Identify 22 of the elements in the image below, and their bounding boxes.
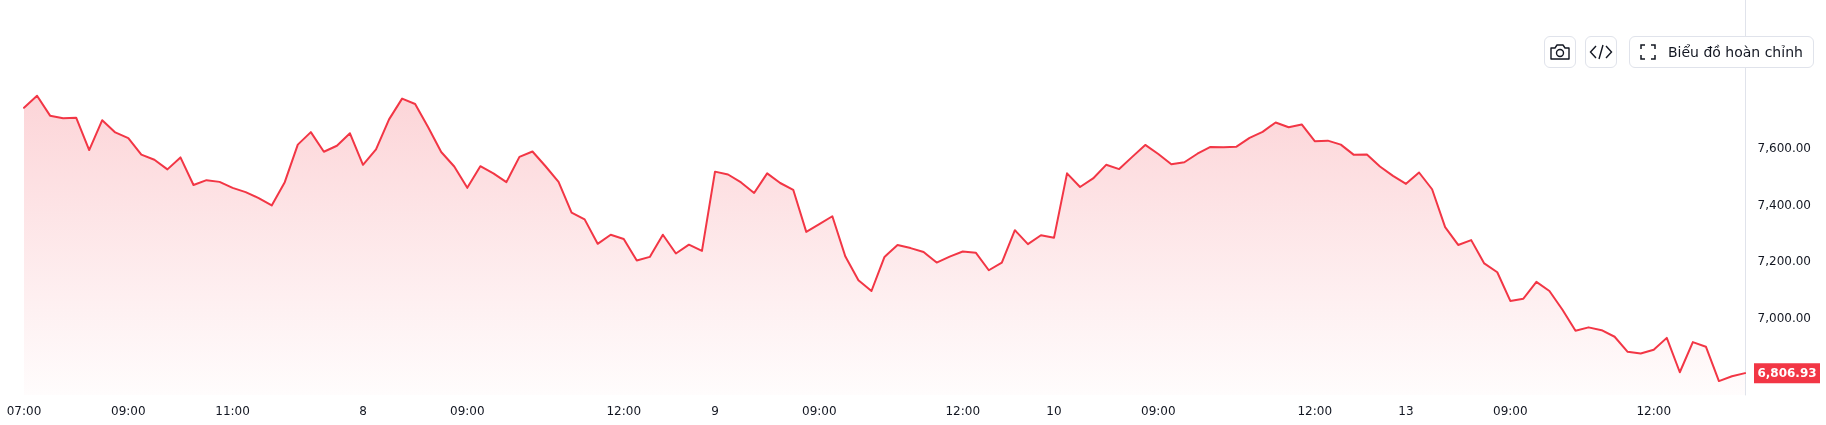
x-tick-label: 09:00 (111, 404, 146, 418)
x-tick-label: 9 (711, 404, 719, 418)
x-tick-label: 09:00 (1493, 404, 1528, 418)
x-tick-label: 09:00 (1141, 404, 1176, 418)
y-tick-label: 7,600.00 (1757, 140, 1811, 155)
x-tick-label: 09:00 (802, 404, 837, 418)
x-tick-label: 12:00 (606, 404, 642, 418)
x-tick-label: 10 (1046, 404, 1062, 418)
x-tick-label: 09:00 (449, 404, 485, 418)
text: 6,806.93 (1757, 366, 1817, 381)
x-tick-label: 13 (1398, 404, 1414, 418)
y-tick-label: 7,400.00 (1757, 197, 1811, 212)
x-tick-label: 07:00 (6, 404, 42, 418)
x-tick-label: 12:00 (1297, 404, 1333, 418)
x-tick-label: 12:00 (945, 404, 981, 418)
x-tick-label: 8 (359, 404, 367, 418)
x-tick-label: 12:00 (1636, 404, 1672, 418)
annotation: Biểu đồ hoàn chỉnh (1668, 44, 1803, 60)
fullscreen-button: Biểu đồ hoàn chỉnh (1629, 36, 1814, 68)
y-tick-label: 7,000.00 (1757, 311, 1811, 326)
y-tick-label: 7,200.00 (1757, 254, 1811, 269)
x-tick-label: 11:00 (215, 404, 250, 418)
